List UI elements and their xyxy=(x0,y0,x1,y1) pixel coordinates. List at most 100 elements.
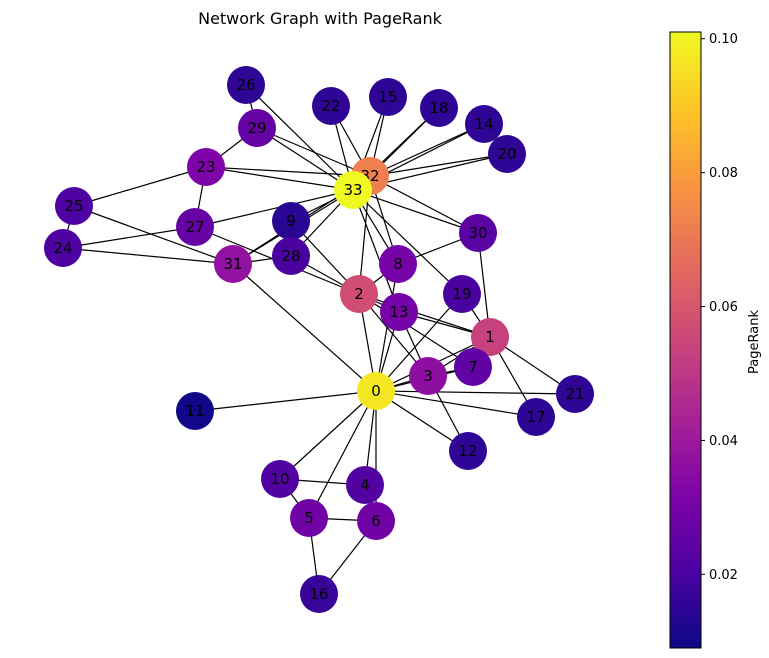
node-label-16: 16 xyxy=(309,585,328,603)
node-label-20: 20 xyxy=(497,145,516,163)
node-circle-30 xyxy=(459,214,497,252)
node-11: 11 xyxy=(176,392,214,430)
node-circle-28 xyxy=(272,237,310,275)
node-3: 3 xyxy=(409,357,447,395)
node-label-22: 22 xyxy=(321,97,340,115)
node-circle-4 xyxy=(346,466,384,504)
node-label-26: 26 xyxy=(236,76,255,94)
node-21: 21 xyxy=(556,375,594,413)
node-label-8: 8 xyxy=(393,255,403,273)
node-circle-31 xyxy=(214,245,252,283)
node-26: 26 xyxy=(227,66,265,104)
node-label-24: 24 xyxy=(53,239,72,257)
node-label-18: 18 xyxy=(429,99,448,117)
node-label-10: 10 xyxy=(270,470,289,488)
edge-0-21 xyxy=(375,390,576,395)
colorbar-gradient xyxy=(669,31,702,649)
node-9: 9 xyxy=(272,202,310,240)
colorbar-tick-label: 0.10 xyxy=(709,32,738,47)
edge-25-31 xyxy=(73,205,234,265)
node-28: 28 xyxy=(272,237,310,275)
edge-2-7 xyxy=(358,293,474,368)
node-circle-18 xyxy=(420,89,458,127)
node-13: 13 xyxy=(380,293,418,331)
node-label-1: 1 xyxy=(485,328,495,346)
node-circle-10 xyxy=(261,460,299,498)
node-19: 19 xyxy=(443,275,481,313)
colorbar-label: PageRank xyxy=(747,310,762,374)
node-circle-21 xyxy=(556,375,594,413)
edge-0-19 xyxy=(375,293,463,392)
node-label-9: 9 xyxy=(286,212,296,230)
edge-0-17 xyxy=(375,390,537,418)
node-circle-7 xyxy=(454,348,492,386)
node-circle-29 xyxy=(238,109,276,147)
colorbar: 0.02 0.04 0.06 0.08 0.10 PageRank xyxy=(669,31,762,649)
node-18: 18 xyxy=(420,89,458,127)
node-label-12: 12 xyxy=(458,442,477,460)
node-circle-3 xyxy=(409,357,447,395)
colorbar-tick-label: 0.08 xyxy=(709,166,738,181)
node-label-19: 19 xyxy=(452,285,471,303)
node-4: 4 xyxy=(346,466,384,504)
node-label-30: 30 xyxy=(468,224,487,242)
chart-title: Network Graph with PageRank xyxy=(198,9,443,28)
node-16: 16 xyxy=(300,575,338,613)
node-circle-26 xyxy=(227,66,265,104)
node-label-7: 7 xyxy=(468,358,478,376)
edge-0-31 xyxy=(232,263,377,392)
node-1: 1 xyxy=(471,318,509,356)
node-label-33: 33 xyxy=(343,181,362,199)
node-label-15: 15 xyxy=(378,88,397,106)
node-circle-11 xyxy=(176,392,214,430)
node-30: 30 xyxy=(459,214,497,252)
edge-0-5 xyxy=(308,390,377,519)
node-2: 2 xyxy=(340,275,378,313)
colorbar-tick-label: 0.06 xyxy=(709,300,738,315)
colorbar-tick-label: 0.02 xyxy=(709,568,738,583)
node-circle-9 xyxy=(272,202,310,240)
edge-14-32 xyxy=(369,123,485,177)
node-label-29: 29 xyxy=(247,119,266,137)
edge-1-2 xyxy=(358,293,491,338)
node-circle-33 xyxy=(334,171,372,209)
node-circle-8 xyxy=(379,245,417,283)
node-17: 17 xyxy=(517,398,555,436)
node-24: 24 xyxy=(44,229,82,267)
node-circle-14 xyxy=(465,105,503,143)
node-circle-17 xyxy=(517,398,555,436)
node-label-13: 13 xyxy=(389,303,408,321)
node-circle-22 xyxy=(312,87,350,125)
node-circle-27 xyxy=(176,208,214,246)
node-23: 23 xyxy=(187,148,225,186)
node-label-11: 11 xyxy=(185,402,204,420)
node-label-31: 31 xyxy=(223,255,242,273)
node-22: 22 xyxy=(312,87,350,125)
node-14: 14 xyxy=(465,105,503,143)
edge-24-27 xyxy=(62,226,196,249)
node-circle-13 xyxy=(380,293,418,331)
edge-30-32 xyxy=(369,175,479,234)
node-circle-23 xyxy=(187,148,225,186)
edge-23-25 xyxy=(73,166,207,207)
node-label-2: 2 xyxy=(354,285,364,303)
node-label-3: 3 xyxy=(423,367,433,385)
node-circle-24 xyxy=(44,229,82,267)
node-20: 20 xyxy=(488,135,526,173)
edge-20-32 xyxy=(369,153,508,177)
node-circle-12 xyxy=(449,432,487,470)
node-label-0: 0 xyxy=(371,382,381,400)
node-circle-19 xyxy=(443,275,481,313)
node-29: 29 xyxy=(238,109,276,147)
node-6: 6 xyxy=(357,502,395,540)
colorbar-ticks: 0.02 0.04 0.06 0.08 0.10 xyxy=(701,32,738,583)
node-label-17: 17 xyxy=(526,408,545,426)
edge-13-33 xyxy=(352,189,400,313)
node-circle-25 xyxy=(55,187,93,225)
node-33: 33 xyxy=(334,171,372,209)
node-7: 7 xyxy=(454,348,492,386)
node-label-28: 28 xyxy=(281,247,300,265)
node-10: 10 xyxy=(261,460,299,498)
